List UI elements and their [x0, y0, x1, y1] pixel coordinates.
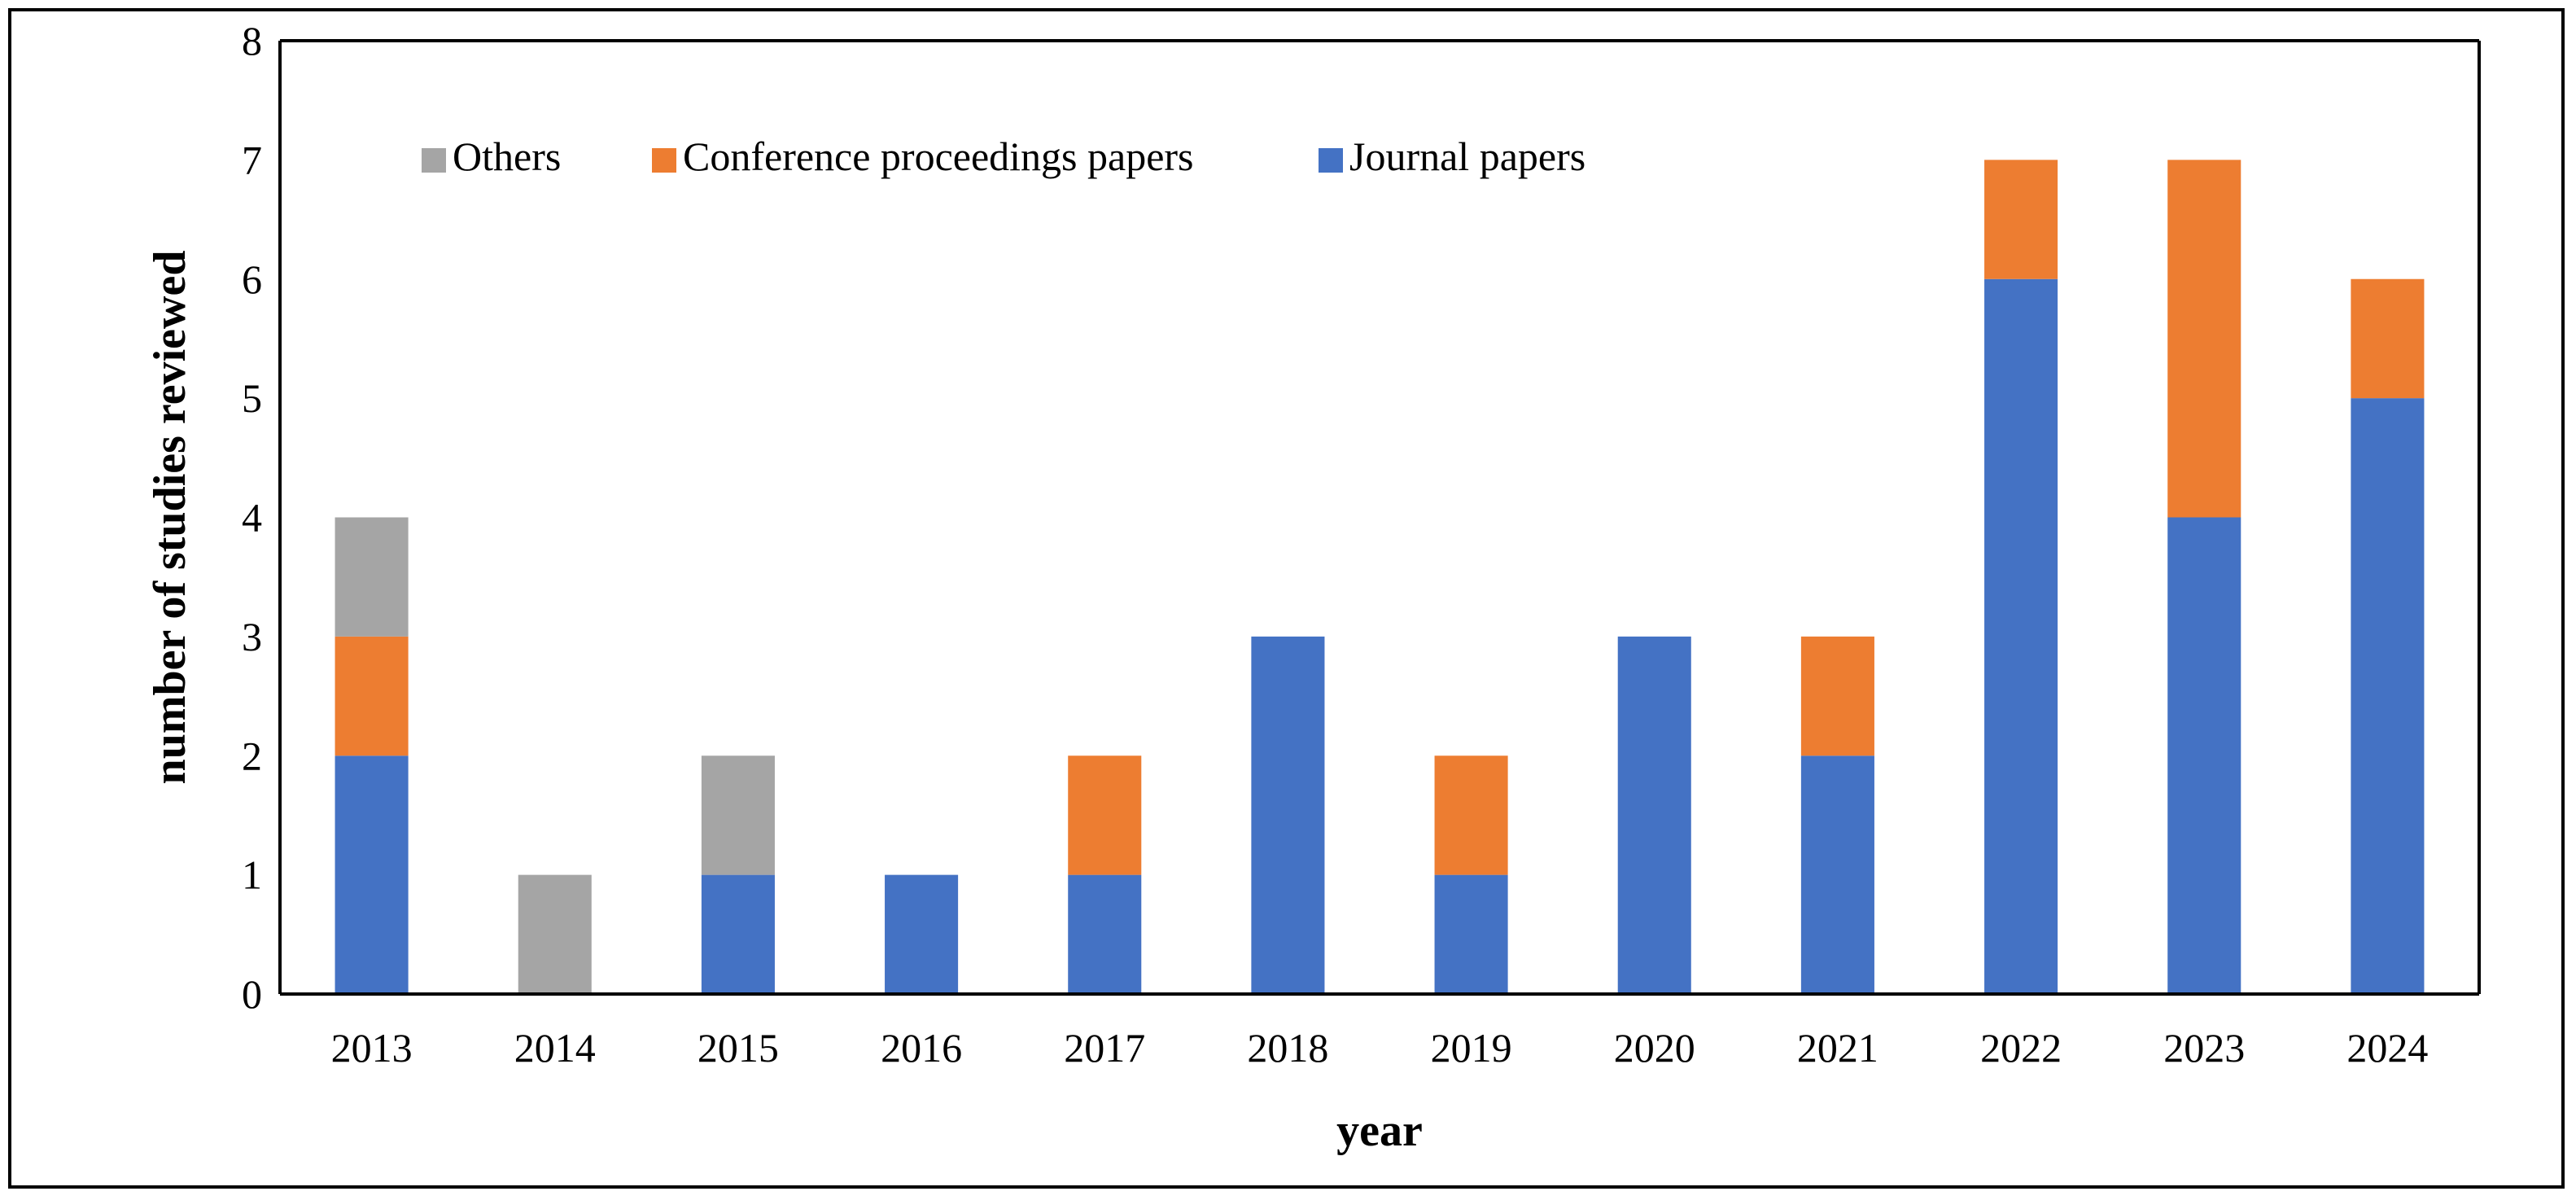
y-tick-label: 7 — [242, 137, 262, 182]
y-tick-label: 4 — [242, 495, 262, 541]
bar-journal-papers-2024 — [2351, 398, 2425, 994]
legend-label-others: Others — [453, 134, 561, 179]
legend: Others Conference proceedings papers Journ… — [422, 134, 1585, 179]
bar-journal-papers-2019 — [1434, 874, 1508, 994]
x-tick-label: 2022 — [1980, 1025, 2062, 1071]
x-tick-label: 2024 — [2346, 1025, 2428, 1071]
y-tick-label: 0 — [242, 971, 262, 1017]
bar-journal-papers-2023 — [2167, 517, 2241, 994]
bar-conference-proceedings-papers-2022 — [1984, 160, 2058, 279]
bar-others-2014 — [518, 874, 592, 994]
x-tick-label: 2017 — [1064, 1025, 1145, 1071]
y-tick-label: 2 — [242, 733, 262, 778]
bar-conference-proceedings-papers-2013 — [335, 636, 409, 756]
x-tick-label: 2020 — [1614, 1025, 1695, 1071]
bar-others-2013 — [335, 517, 409, 637]
x-tick-label: 2018 — [1247, 1025, 1328, 1071]
bar-journal-papers-2018 — [1251, 636, 1325, 994]
x-tick-label: 2023 — [2163, 1025, 2245, 1071]
x-axis-title: year — [1336, 1106, 1423, 1156]
x-tick-label: 2015 — [698, 1025, 779, 1071]
bar-journal-papers-2021 — [1800, 755, 1874, 994]
legend-swatch-journal-papers — [1319, 148, 1343, 173]
bar-conference-proceedings-papers-2021 — [1800, 636, 1874, 756]
bar-conference-proceedings-papers-2019 — [1434, 755, 1508, 875]
x-tick-label: 2016 — [881, 1025, 962, 1071]
y-tick-label: 3 — [242, 614, 262, 659]
x-tick-labels: 2013 2014 2015 2016 2017 2018 2019 2020 2021 2022… — [331, 1025, 2429, 1071]
x-tick-label: 2013 — [331, 1025, 413, 1071]
y-tick-label: 5 — [242, 375, 262, 421]
bar-others-2015 — [701, 755, 775, 875]
legend-label-conference-proceedings-papers: Conference proceedings papers — [683, 134, 1194, 179]
x-tick-label: 2021 — [1797, 1025, 1878, 1071]
y-tick-labels: 0 1 2 3 4 5 6 7 8 — [242, 18, 262, 1017]
x-tick-label: 2019 — [1431, 1025, 1512, 1071]
bar-journal-papers-2013 — [335, 755, 409, 994]
x-tick-label: 2014 — [514, 1025, 596, 1071]
bar-conference-proceedings-papers-2017 — [1068, 755, 1142, 875]
bars-layer — [335, 160, 2425, 994]
bar-journal-papers-2016 — [885, 874, 959, 994]
legend-label-journal-papers: Journal papers — [1349, 134, 1585, 179]
bar-journal-papers-2022 — [1984, 278, 2058, 994]
legend-swatch-others — [422, 148, 446, 173]
bar-journal-papers-2020 — [1617, 636, 1691, 994]
y-tick-label: 6 — [242, 256, 262, 302]
y-tick-label: 8 — [242, 18, 262, 64]
bar-journal-papers-2015 — [701, 874, 775, 994]
bar-journal-papers-2017 — [1068, 874, 1142, 994]
bar-conference-proceedings-papers-2024 — [2351, 278, 2425, 399]
y-axis-title: number of studies reviewed — [145, 251, 195, 785]
y-tick-label: 1 — [242, 852, 262, 898]
legend-swatch-conference-proceedings-papers — [652, 148, 676, 173]
bar-conference-proceedings-papers-2023 — [2167, 160, 2241, 518]
